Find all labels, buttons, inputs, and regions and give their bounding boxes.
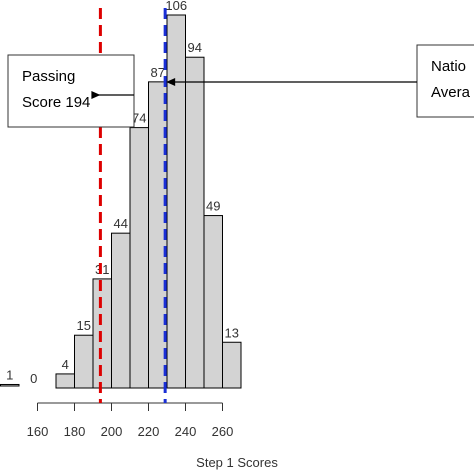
histogram-bar [55, 373, 75, 389]
national-average-callout-text: Natio [431, 58, 466, 75]
reference-callouts: Passing Score 194 Natio Avera [7, 44, 474, 128]
bar-count-label: 49 [206, 199, 220, 214]
x-tick-label: 200 [101, 424, 123, 439]
bar-count-label: 94 [188, 40, 202, 55]
arrowhead-icon [91, 91, 101, 99]
bar-count-labels: 1 0 4 15 31 44 74 87 106 94 49 13 [6, 0, 239, 386]
x-tick-label: 180 [64, 424, 86, 439]
histogram-bar [222, 341, 242, 389]
national-average-callout-text: Avera [431, 84, 471, 101]
bar-count-label: 13 [225, 325, 239, 340]
passing-score-callout-text: Score 194 [22, 94, 90, 111]
histogram-bar [185, 56, 205, 389]
x-axis-title: Step 1 Scores [196, 455, 278, 470]
histogram-bar [92, 278, 112, 389]
bar-count-label: 15 [77, 318, 91, 333]
histogram-bar [203, 215, 223, 389]
passing-score-callout-box [7, 54, 135, 128]
x-tick-label: 240 [175, 424, 197, 439]
histogram-bar [111, 232, 131, 389]
bar-count-label: 4 [62, 357, 69, 372]
reference-lines [98, 8, 167, 403]
bar-count-label: 106 [165, 0, 187, 13]
national-average-callout-box [416, 44, 474, 118]
x-tick-label: 260 [212, 424, 234, 439]
bar-count-label: 0 [30, 371, 37, 386]
passing-score-callout-text: Passing [22, 68, 75, 85]
histogram-bar [0, 383, 20, 387]
histogram-bar [74, 334, 94, 389]
x-axis: 160 180 200 220 240 260 [27, 402, 234, 439]
bar-count-label: 87 [151, 65, 165, 80]
bar-count-label: 44 [114, 216, 128, 231]
bar-count-label: 31 [95, 262, 109, 277]
bar-count-label: 1 [6, 367, 13, 382]
histogram-bar [166, 14, 186, 389]
x-tick-label: 160 [27, 424, 49, 439]
x-tick-label: 220 [138, 424, 160, 439]
bar-count-label: 74 [132, 111, 146, 126]
arrowhead-icon [166, 78, 176, 86]
histogram-bar [129, 127, 149, 389]
histogram-bars [0, 14, 242, 389]
